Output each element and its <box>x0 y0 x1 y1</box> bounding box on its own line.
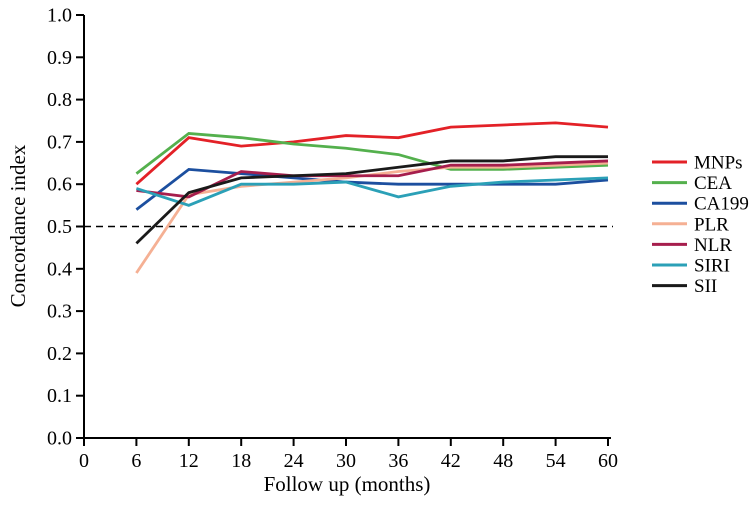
x-tick-label: 6 <box>131 450 141 472</box>
legend-label-MNPs: MNPs <box>694 153 743 174</box>
y-tick-label: 0.1 <box>47 385 72 407</box>
legend-label-CEA: CEA <box>694 173 732 194</box>
y-tick-label: 0.4 <box>47 258 72 280</box>
y-tick-label: 0.9 <box>47 47 72 69</box>
x-tick-label: 42 <box>441 450 461 472</box>
y-tick-label: 0.5 <box>47 216 72 238</box>
series-line-SIRI <box>135 176 609 207</box>
x-tick-label: 36 <box>388 450 408 472</box>
x-tick-label: 12 <box>179 450 199 472</box>
y-tick-label: 0.7 <box>47 131 72 153</box>
series-line-CA199 <box>135 167 609 211</box>
x-tick-label: 24 <box>284 450 304 472</box>
y-tick-label: 1.0 <box>47 5 72 27</box>
series-line-CEA <box>135 132 609 175</box>
x-tick-label: 18 <box>231 450 251 472</box>
y-tick-label: 0.2 <box>47 343 72 365</box>
series-line-MNPs <box>135 121 609 186</box>
y-tick-label: 0.3 <box>47 301 72 323</box>
y-tick-label: 0.0 <box>47 428 72 450</box>
x-axis-title: Follow up (months) <box>263 472 431 496</box>
legend-label-NLR: NLR <box>694 235 732 256</box>
x-tick-label: 60 <box>598 450 618 472</box>
legend-label-CA199: CA199 <box>694 194 749 215</box>
y-tick-label: 0.8 <box>47 89 72 111</box>
legend-label-PLR: PLR <box>694 214 729 235</box>
legend-label-SII: SII <box>694 276 717 297</box>
y-axis-title: Concordance index <box>6 144 30 308</box>
x-tick-label: 48 <box>493 450 513 472</box>
series-line-SII <box>135 155 608 245</box>
x-tick-label: 30 <box>336 450 356 472</box>
y-tick-label: 0.6 <box>47 174 72 196</box>
legend-label-SIRI: SIRI <box>694 256 730 277</box>
x-tick-label: 54 <box>546 450 566 472</box>
x-tick-label: 0 <box>79 450 89 472</box>
